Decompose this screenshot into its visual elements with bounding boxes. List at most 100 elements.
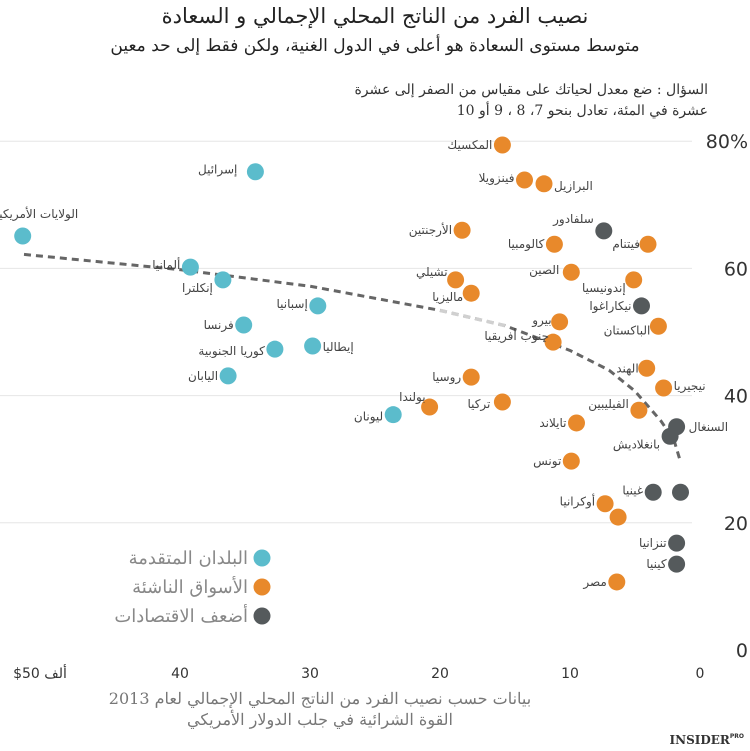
x-axis-label-line-2: القوة الشرائية في جلب الدولار الأمريكي — [187, 710, 453, 729]
point-label: كينيا — [646, 557, 667, 571]
data-point — [655, 379, 673, 397]
data-point — [544, 333, 562, 351]
point-label: إسبانيا — [277, 297, 308, 311]
data-point — [625, 271, 643, 289]
x-tick-label: 20 — [431, 666, 449, 682]
data-point — [516, 171, 533, 189]
data-point — [493, 393, 511, 411]
data-point — [304, 337, 322, 355]
data-point — [214, 271, 232, 289]
data-point — [668, 534, 686, 552]
chart-title: نصيب الفرد من الناتج المحلي الإجمالي و ا… — [161, 4, 589, 28]
legend-label: الأسواق الناشئة — [132, 575, 248, 598]
y-tick-label: 0 — [736, 640, 748, 662]
point-label: الأرجنتين — [409, 222, 452, 238]
data-point — [266, 340, 284, 358]
data-point — [644, 483, 662, 501]
data-point — [609, 508, 627, 526]
data-point — [235, 316, 253, 334]
point-label: المكسيك — [447, 138, 492, 152]
data-point — [545, 235, 563, 253]
legend-marker — [253, 578, 271, 596]
point-label: بولندا — [399, 390, 425, 405]
point-label: تونس — [533, 454, 561, 469]
point-label: فرنسا — [204, 318, 234, 333]
data-point — [219, 367, 237, 385]
point-label: إسرائيل — [198, 163, 237, 178]
data-point — [462, 368, 480, 386]
x-axis-label: بيانات حسب نصيب الفرد من الناتج المحلي ا… — [60, 688, 580, 730]
point-label: أوكرانيا — [560, 494, 595, 510]
point-label: كوريا الجنوبية — [198, 344, 265, 359]
point-label: نيكاراغوا — [589, 299, 631, 314]
trend-line-highlight — [439, 308, 506, 328]
x-tick-label: 40 — [171, 666, 189, 682]
data-point — [633, 297, 650, 315]
data-point — [630, 401, 648, 419]
trend-line — [23, 252, 682, 463]
question-note: السؤال : ضع معدل لحياتك على مقياس من الص… — [354, 80, 708, 122]
data-point — [309, 297, 327, 315]
data-point — [562, 452, 580, 470]
insider-pro-logo: INSIDERPRO — [669, 733, 744, 747]
point-label: ماليزيا — [432, 290, 463, 305]
data-point — [672, 483, 689, 501]
note-line-1: السؤال : ضع معدل لحياتك على مقياس من الص… — [354, 82, 708, 98]
point-label: مصر — [582, 575, 606, 590]
data-point — [421, 398, 439, 416]
y-tick-label: 80% — [706, 131, 748, 153]
point-label: الصين — [529, 263, 559, 278]
point-label: روسيا — [432, 370, 461, 385]
legend-marker — [253, 607, 271, 625]
point-label: ألمانيا — [152, 257, 180, 272]
series-0: إسرائيل الولايات الأمريكية المتحدة ألمانيا… — [0, 163, 402, 425]
data-point — [453, 221, 471, 239]
data-point — [493, 136, 511, 154]
legend-marker — [253, 549, 271, 567]
data-point — [568, 414, 585, 432]
data-point — [649, 317, 667, 335]
data-point — [14, 227, 32, 245]
point-label: بيرو — [531, 313, 551, 328]
point-label: ليونان — [354, 410, 383, 425]
x-tick-label: $50 ألف — [13, 664, 67, 682]
point-label: غينيا — [622, 483, 643, 497]
data-point — [596, 495, 614, 513]
point-label: إنكلترا — [182, 281, 213, 296]
point-label: كالومبيا — [508, 237, 545, 252]
note-line-2: عشرة في المئة، تعادل بنحو 7، 8 ، 9 أو 10 — [456, 103, 708, 119]
point-label: إندونيسيا — [582, 281, 626, 296]
point-label: فينزويلا — [479, 171, 515, 186]
chart-subtitle: متوسط مستوى السعادة هو أعلى في الدول الغ… — [110, 36, 640, 56]
point-label: فيتنام — [612, 237, 640, 251]
point-label: الباكستان — [604, 323, 651, 337]
point-label: تايلاند — [539, 416, 566, 430]
point-label: اليابان — [188, 369, 218, 383]
point-label: البرازيل — [554, 179, 593, 194]
x-tick-label: 10 — [561, 666, 579, 682]
data-point — [639, 235, 657, 253]
data-point — [608, 573, 626, 591]
y-tick-label: 40 — [724, 386, 748, 408]
data-point — [661, 427, 679, 445]
legend-label: البلدان المتقدمة — [129, 548, 248, 569]
data-point — [181, 258, 199, 276]
legend-label: أضعف الاقتصادات — [114, 604, 248, 627]
series-1: المكسيك فينزويلا البرازيل الأرجنتين كالومبيا… — [399, 136, 706, 591]
data-point — [551, 313, 569, 331]
point-label: إيطاليا — [323, 340, 354, 354]
data-point — [595, 222, 613, 240]
point-label: السنغال — [689, 420, 728, 434]
data-point — [638, 359, 656, 377]
series-2: سلفادور نيكاراغوا السنغال بانغلاديش غينيا تنز… — [552, 212, 728, 573]
data-point — [384, 406, 402, 424]
data-point — [668, 555, 686, 573]
data-point — [562, 263, 580, 281]
point-label: نيجيريا — [674, 379, 706, 394]
x-tick-label: 30 — [301, 666, 319, 682]
point-label: جنوب أفريقيا — [484, 328, 549, 344]
point-label: تركيا — [467, 397, 490, 412]
data-point — [447, 271, 465, 289]
y-tick-label: 60 — [724, 258, 748, 280]
